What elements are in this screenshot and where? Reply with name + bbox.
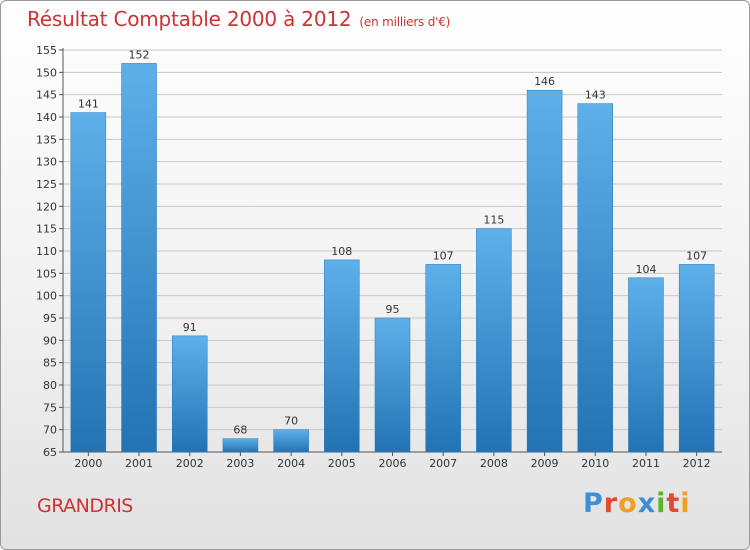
bar-2002 [171,335,208,453]
logo-letter: i [680,488,691,519]
logo-letter: x [637,488,657,519]
x-tick-label-2005: 2005 [328,457,356,470]
x-tick-label-2012: 2012 [683,457,711,470]
bar-2003 [222,438,259,453]
x-tick-label-2010: 2010 [581,457,609,470]
chart-subtitle: (en milliers d'€) [359,15,451,29]
data-label-2009: 146 [534,75,555,88]
logo-letter: r [603,488,619,519]
x-tick-label-2003: 2003 [226,457,254,470]
y-tick-label: 130 [36,156,57,169]
y-tick-label: 135 [36,133,57,146]
logo-letter: P [583,488,604,519]
x-tick-label-2008: 2008 [480,457,508,470]
y-tick-label: 105 [36,267,57,280]
logo-letter: o [618,488,638,519]
data-label-2002: 91 [183,321,197,334]
bar-2009 [526,89,563,453]
y-tick-label: 85 [43,357,57,370]
bar-2007 [425,264,461,453]
y-tick-label: 90 [43,334,57,347]
y-tick-label: 80 [43,379,57,392]
y-tick-label: 155 [36,44,57,57]
bar-2010 [577,103,614,453]
data-label-2012: 107 [686,249,707,262]
logo-letter: i [656,488,667,519]
y-tick-label: 140 [36,111,57,124]
x-tick-label-2002: 2002 [176,457,204,470]
data-label-2007: 107 [433,249,454,262]
commune-name: GRANDRIS [37,495,133,517]
logo-letter: t [666,488,681,519]
bar-2011 [628,277,664,453]
x-tick-label-2001: 2001 [125,457,153,470]
y-tick-label: 150 [36,66,57,79]
x-tick-label-2006: 2006 [379,457,407,470]
data-label-2001: 152 [129,48,150,61]
title-text: Résultat Comptable 2000 à 2012 [27,7,352,31]
y-tick-label: 145 [36,89,57,102]
data-label-2010: 143 [585,89,606,102]
y-tick-label: 110 [36,245,57,258]
y-tick-label: 95 [43,312,57,325]
data-label-2004: 70 [284,415,298,428]
bar-2012 [678,264,715,453]
data-label-2000: 141 [78,98,99,111]
x-tick-label-2000: 2000 [74,457,102,470]
x-tick-label-2011: 2011 [632,457,660,470]
bar-2005 [324,259,360,453]
x-tick-label-2009: 2009 [531,457,559,470]
y-tick-label: 70 [43,424,57,437]
x-tick-label-2007: 2007 [429,457,457,470]
data-label-2011: 104 [635,263,656,276]
y-tick-label: 65 [43,446,57,459]
proxiti-logo: Proxiti [583,488,691,519]
data-label-2006: 95 [386,303,400,316]
data-label-2005: 108 [331,245,352,258]
y-tick-label: 120 [36,200,57,213]
data-label-2003: 68 [233,424,247,437]
y-tick-label: 125 [36,178,57,191]
chart-title: Résultat Comptable 2000 à 2012 (en millie… [27,7,450,31]
x-tick-label-2004: 2004 [277,457,305,470]
y-tick-label: 100 [36,290,57,303]
bar-2008 [476,228,512,453]
bar-2004 [273,429,309,453]
bar-2006 [374,317,411,453]
data-label-2008: 115 [483,214,504,227]
bar-2001 [121,63,157,453]
y-tick-label: 75 [43,401,57,414]
bar-2000 [70,112,107,453]
y-tick-label: 115 [36,223,57,236]
